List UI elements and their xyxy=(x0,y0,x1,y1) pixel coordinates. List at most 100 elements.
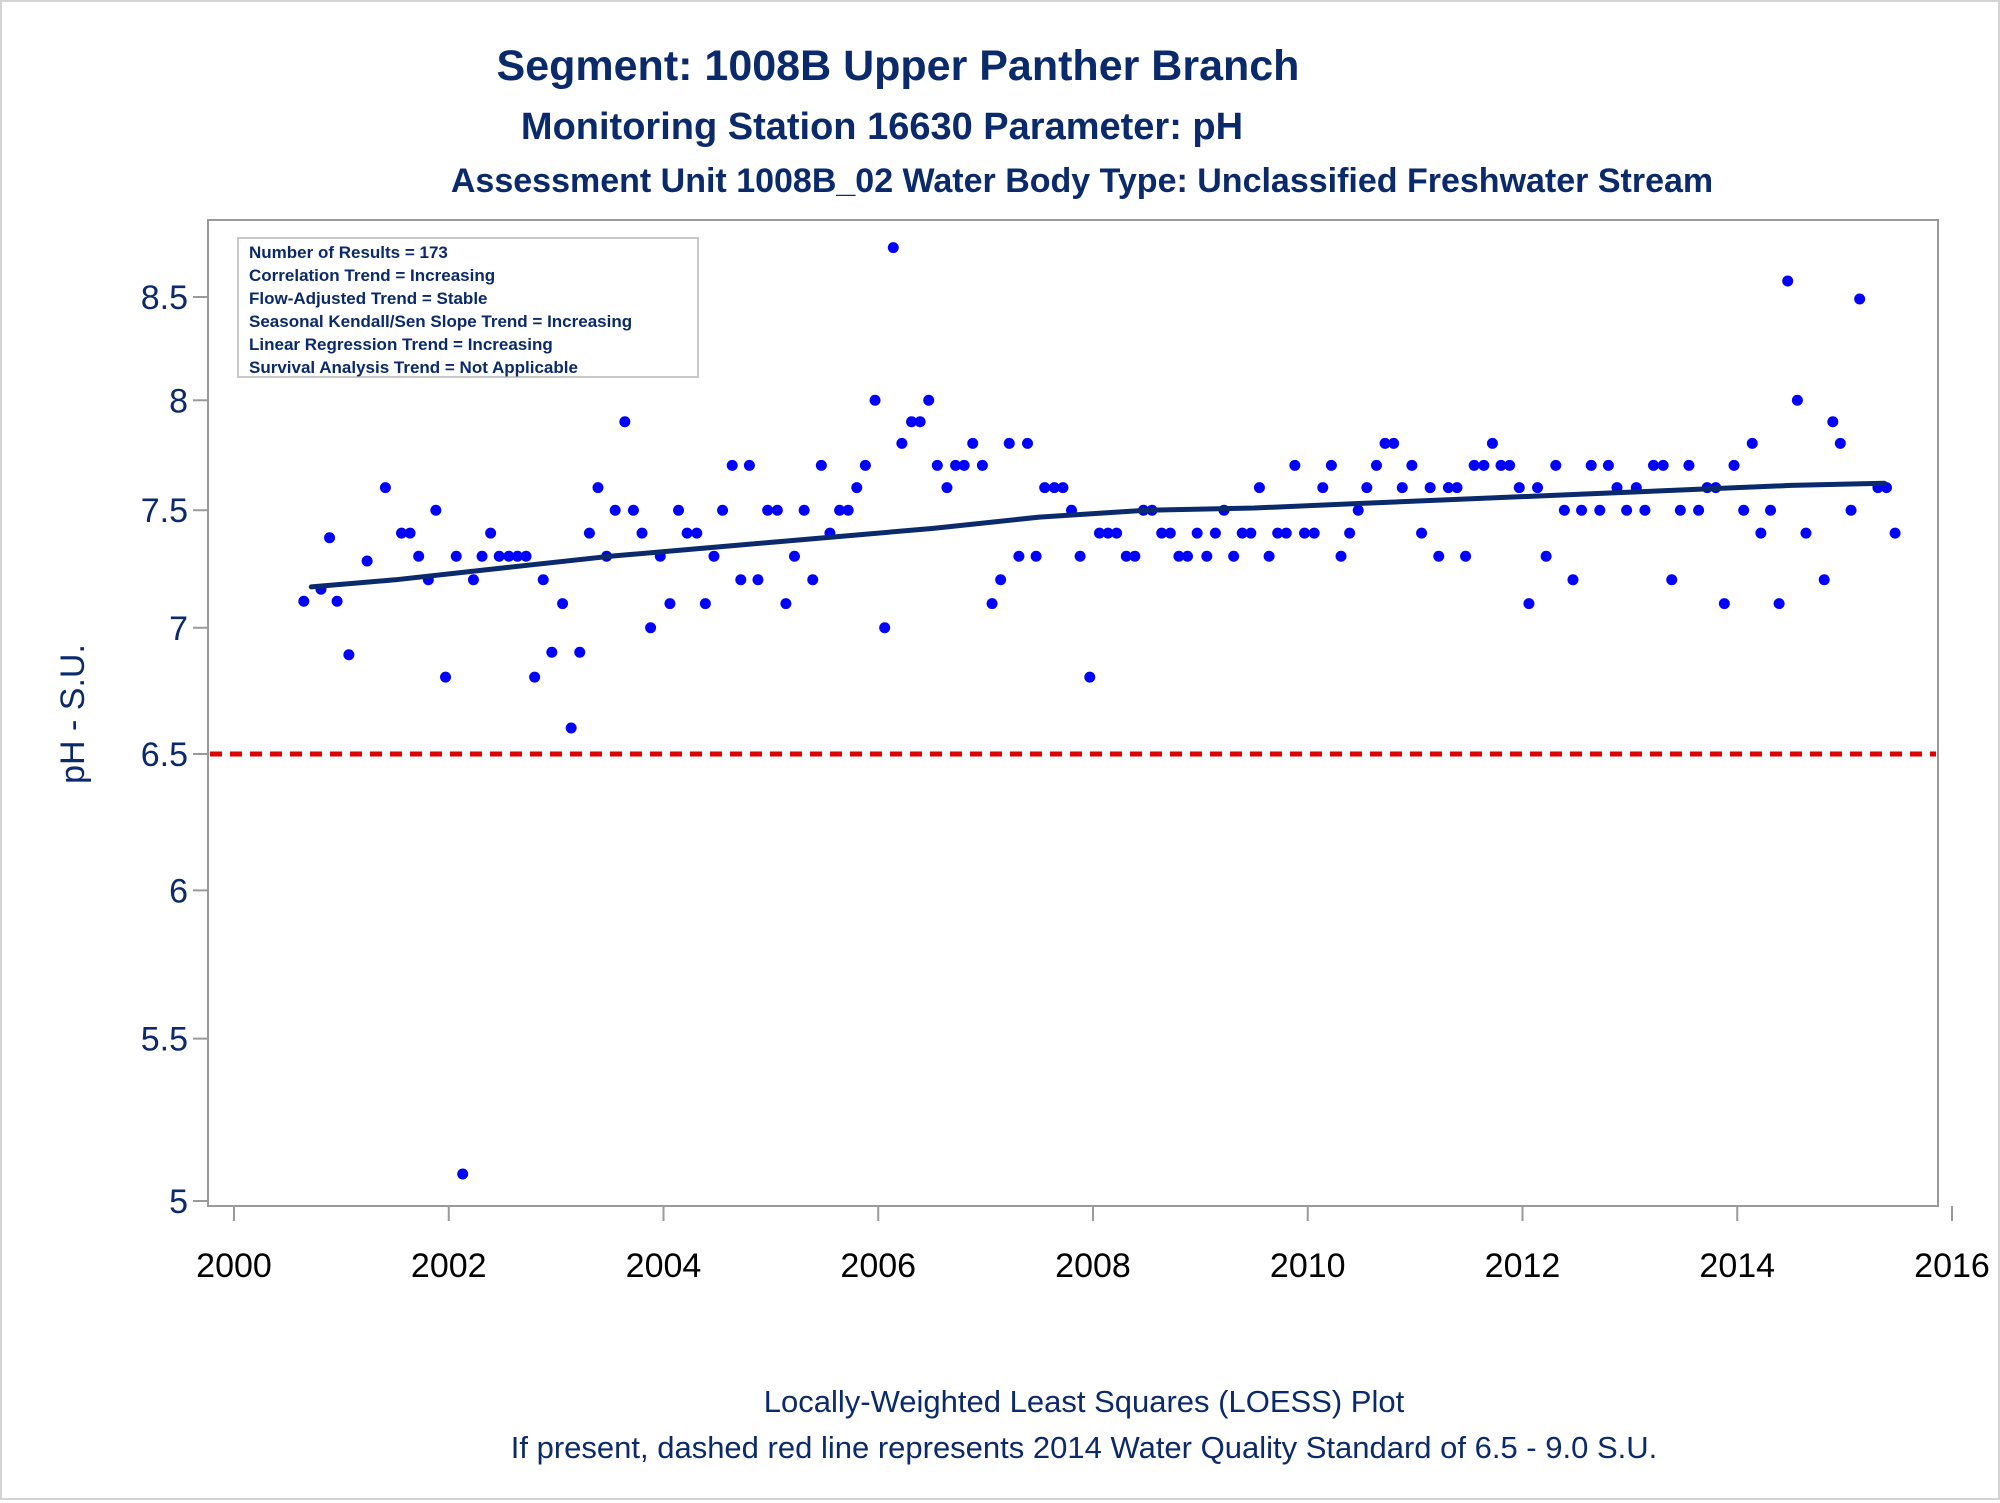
data-point xyxy=(1550,459,1562,471)
statistics-box: Number of Results = 173 Correlation Tren… xyxy=(237,237,699,378)
data-point xyxy=(1576,504,1588,516)
data-point xyxy=(396,527,408,539)
data-point xyxy=(1513,482,1525,494)
data-point xyxy=(331,595,343,607)
stats-line: Correlation Trend = Increasing xyxy=(249,266,495,285)
data-point xyxy=(1728,459,1740,471)
data-point xyxy=(1102,527,1114,539)
data-point xyxy=(1344,527,1356,539)
chart-title: Segment: 1008B Upper Panther Branch xyxy=(497,42,1300,90)
data-point xyxy=(440,671,452,683)
data-point xyxy=(1280,527,1292,539)
data-point xyxy=(493,550,505,562)
data-point xyxy=(1263,550,1275,562)
y-tick-label: 8.5 xyxy=(141,279,188,317)
data-point xyxy=(743,459,755,471)
data-point xyxy=(537,574,549,586)
data-point xyxy=(1173,550,1185,562)
x-tick-label: 2002 xyxy=(411,1247,487,1285)
data-point xyxy=(1523,598,1535,610)
data-point xyxy=(557,598,569,610)
x-tick-label: 2000 xyxy=(196,1247,272,1285)
data-point xyxy=(1818,574,1830,586)
data-point xyxy=(752,574,764,586)
data-point xyxy=(1424,482,1436,494)
loess-curve xyxy=(308,480,1887,590)
data-point xyxy=(298,595,310,607)
data-point xyxy=(1755,527,1767,539)
data-point xyxy=(430,504,442,516)
data-point xyxy=(583,527,595,539)
data-point xyxy=(1585,459,1597,471)
data-point xyxy=(1352,504,1364,516)
data-point xyxy=(1647,459,1659,471)
data-point xyxy=(627,504,639,516)
chart-subtitle: Monitoring Station 16630 Parameter: pH xyxy=(521,106,1243,148)
data-point xyxy=(324,532,336,544)
data-point xyxy=(1889,527,1901,539)
data-point xyxy=(1048,482,1060,494)
data-point xyxy=(1674,504,1686,516)
data-point xyxy=(1845,504,1857,516)
data-point xyxy=(1738,504,1750,516)
y-tick-label: 7.5 xyxy=(141,492,188,530)
data-point xyxy=(995,574,1007,586)
stats-line: Survival Analysis Trend = Not Applicable xyxy=(249,358,578,377)
data-point xyxy=(1111,527,1123,539)
stats-line: Linear Regression Trend = Increasing xyxy=(249,335,553,354)
x-tick-label: 2012 xyxy=(1485,1247,1561,1285)
data-point xyxy=(1181,550,1193,562)
y-axis-label: pH - S.U. xyxy=(54,644,92,784)
data-point xyxy=(1335,550,1347,562)
data-point xyxy=(1683,459,1695,471)
data-point xyxy=(735,574,747,586)
data-point xyxy=(1370,459,1382,471)
data-point xyxy=(950,459,962,471)
data-point xyxy=(1791,394,1803,406)
y-tick-label: 7 xyxy=(169,610,188,648)
data-point xyxy=(1308,527,1320,539)
data-point xyxy=(1396,482,1408,494)
data-point xyxy=(691,527,703,539)
data-point xyxy=(673,504,685,516)
data-point xyxy=(450,550,462,562)
data-point xyxy=(1834,437,1846,449)
data-point xyxy=(1495,459,1507,471)
data-point xyxy=(1639,504,1651,516)
data-point xyxy=(1074,550,1086,562)
data-point xyxy=(1442,482,1454,494)
data-point xyxy=(842,504,854,516)
data-point xyxy=(1406,459,1418,471)
data-point xyxy=(726,459,738,471)
data-point xyxy=(1765,504,1777,516)
data-point xyxy=(574,646,586,658)
data-point xyxy=(1253,482,1265,494)
data-point xyxy=(1129,550,1141,562)
data-point xyxy=(1532,482,1544,494)
x-tick-label: 2016 xyxy=(1914,1247,1990,1285)
data-point xyxy=(529,671,541,683)
data-point xyxy=(467,574,479,586)
data-point xyxy=(896,437,908,449)
data-point xyxy=(869,394,881,406)
data-point xyxy=(1800,527,1812,539)
data-point xyxy=(1084,671,1096,683)
data-point xyxy=(1602,459,1614,471)
data-point xyxy=(1156,527,1168,539)
data-point xyxy=(476,550,488,562)
data-point xyxy=(815,459,827,471)
data-point xyxy=(708,550,720,562)
data-point xyxy=(1594,504,1606,516)
data-point xyxy=(645,622,657,634)
data-point xyxy=(1013,550,1025,562)
x-tick-label: 2006 xyxy=(840,1247,916,1285)
data-point xyxy=(914,416,926,428)
data-point xyxy=(780,598,792,610)
y-tick-label: 5 xyxy=(169,1183,188,1221)
chart-subtitle-2: Assessment Unit 1008B_02 Water Body Type… xyxy=(451,162,1713,200)
data-point xyxy=(1666,574,1678,586)
data-point xyxy=(1773,598,1785,610)
data-point xyxy=(1460,550,1472,562)
data-point xyxy=(976,459,988,471)
